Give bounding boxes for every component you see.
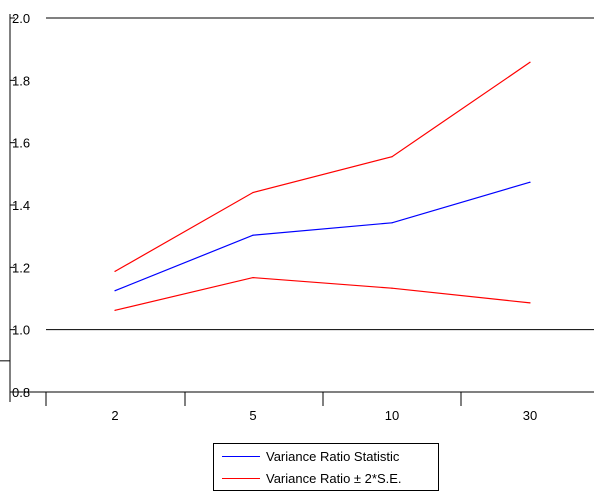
upper-bound-line xyxy=(114,61,531,272)
y-tick-label: 1.8 xyxy=(12,73,30,88)
x-tick-label: 2 xyxy=(111,408,118,423)
y-tick-label: 2.0 xyxy=(12,11,30,26)
data-point xyxy=(391,287,393,289)
data-point xyxy=(391,222,393,224)
data-point xyxy=(114,290,116,292)
x-tick-label: 10 xyxy=(385,408,399,423)
series-layer xyxy=(46,61,594,331)
legend-entry-bounds: Variance Ratio ± 2*S.E. xyxy=(214,468,438,488)
x-tick-label: 30 xyxy=(523,408,537,423)
data-point xyxy=(391,156,393,158)
y-tick-label: 1.6 xyxy=(12,136,30,151)
y-axis: 0.81.01.21.41.61.82.0 xyxy=(0,11,30,402)
data-point xyxy=(252,191,254,194)
data-point xyxy=(252,277,254,279)
statistic-line xyxy=(114,181,531,292)
legend-swatch-red xyxy=(222,477,260,479)
y-tick-label: 1.2 xyxy=(12,260,30,275)
legend: Variance Ratio Statistic Variance Ratio … xyxy=(213,443,439,491)
data-point xyxy=(529,61,531,63)
legend-label-statistic: Variance Ratio Statistic xyxy=(266,448,400,464)
lower-bound-line xyxy=(114,276,531,311)
legend-swatch-blue xyxy=(222,455,260,457)
legend-label-bounds: Variance Ratio ± 2*S.E. xyxy=(266,470,402,486)
x-axis: 2 5 10 30 xyxy=(10,391,594,423)
data-point xyxy=(114,270,116,272)
data-point xyxy=(529,181,531,183)
y-tick-label: 1.0 xyxy=(12,323,30,338)
legend-entry-statistic: Variance Ratio Statistic xyxy=(214,446,438,466)
data-point xyxy=(529,302,531,304)
data-point xyxy=(252,234,254,236)
y-tick-label: 1.4 xyxy=(12,198,30,213)
x-tick-label: 5 xyxy=(249,408,256,423)
data-point xyxy=(114,309,116,311)
